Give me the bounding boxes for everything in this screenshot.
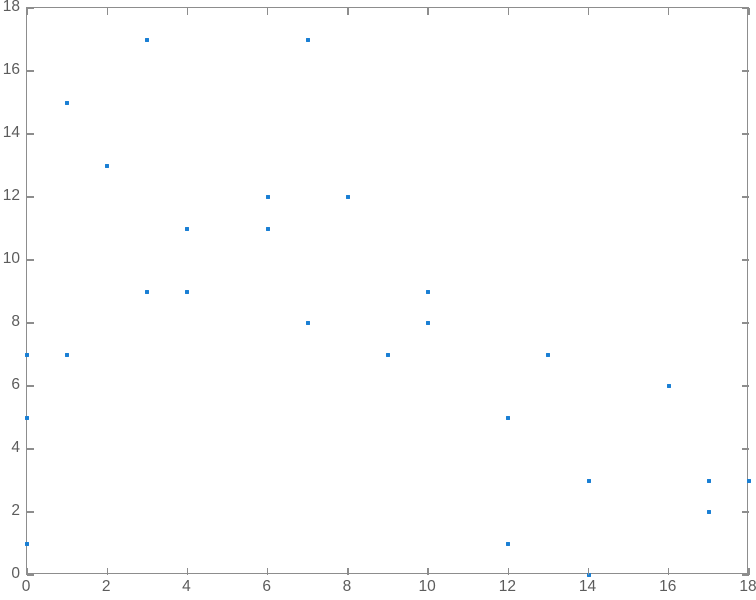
y-axis-tick bbox=[27, 196, 34, 198]
data-point bbox=[546, 352, 551, 357]
y-axis-tick-right bbox=[742, 574, 749, 576]
data-point bbox=[506, 415, 511, 420]
y-axis-tick bbox=[27, 133, 34, 135]
y-tick-label: 10 bbox=[2, 250, 20, 267]
data-point bbox=[345, 195, 350, 199]
data-point bbox=[666, 384, 671, 388]
x-axis-tick bbox=[266, 568, 269, 575]
data-point bbox=[185, 289, 190, 294]
data-point bbox=[185, 226, 190, 231]
y-axis-tick bbox=[27, 448, 34, 450]
data-point bbox=[25, 415, 29, 420]
x-axis-tick bbox=[668, 568, 670, 575]
y-tick-label: 6 bbox=[11, 376, 20, 393]
x-axis-tick bbox=[186, 568, 189, 575]
x-tick-label: 6 bbox=[262, 578, 271, 595]
y-tick-label: 2 bbox=[11, 502, 20, 519]
data-point bbox=[706, 478, 711, 483]
x-axis-tick bbox=[347, 568, 349, 575]
x-axis-tick bbox=[507, 568, 510, 575]
y-tick-label: 16 bbox=[2, 61, 20, 78]
x-tick-label: 16 bbox=[659, 578, 677, 595]
x-axis-tick-top bbox=[26, 8, 28, 15]
y-axis-tick bbox=[27, 574, 34, 576]
data-point bbox=[305, 37, 310, 42]
data-point bbox=[426, 321, 431, 325]
x-tick-label: 4 bbox=[182, 578, 191, 595]
y-axis-tick-right bbox=[742, 448, 749, 450]
data-point bbox=[105, 163, 110, 168]
data-point bbox=[506, 541, 511, 546]
x-axis-tick-top bbox=[347, 8, 349, 15]
y-axis-tick-right bbox=[742, 511, 749, 513]
y-axis-tick bbox=[27, 385, 34, 387]
x-axis-tick-top bbox=[186, 8, 189, 15]
data-point bbox=[65, 100, 70, 105]
x-axis-tick-top bbox=[266, 8, 269, 15]
plot-axes-box bbox=[25, 7, 751, 577]
x-tick-label: 0 bbox=[21, 578, 31, 595]
x-axis-tick-top bbox=[587, 8, 590, 15]
y-tick-label: 14 bbox=[2, 124, 20, 141]
data-point bbox=[706, 510, 711, 514]
data-point bbox=[305, 321, 310, 325]
y-axis-tick-right bbox=[742, 259, 749, 261]
y-axis-tick-right bbox=[742, 133, 749, 135]
x-axis-tick bbox=[26, 568, 28, 575]
y-axis-tick-right bbox=[742, 322, 749, 324]
data-points-layer bbox=[25, 8, 751, 577]
data-point bbox=[386, 352, 390, 357]
y-tick-label: 0 bbox=[11, 565, 20, 582]
data-point bbox=[145, 289, 150, 294]
x-tick-label: 10 bbox=[418, 578, 436, 595]
x-tick-label: 12 bbox=[498, 578, 516, 595]
x-axis-tick-top bbox=[427, 8, 429, 15]
data-point bbox=[586, 573, 591, 577]
y-axis-tick-right bbox=[742, 7, 749, 9]
x-tick-label: 2 bbox=[101, 578, 111, 595]
x-axis-tick-top bbox=[507, 8, 510, 15]
y-axis-tick-right bbox=[742, 70, 749, 72]
x-tick-label: 14 bbox=[578, 578, 597, 595]
y-axis-tick-right bbox=[742, 196, 749, 198]
data-point bbox=[586, 478, 591, 483]
x-axis-tick bbox=[587, 568, 590, 575]
data-point bbox=[747, 478, 751, 483]
x-axis-tick bbox=[748, 568, 750, 575]
data-point bbox=[265, 226, 270, 231]
x-axis-tick-top bbox=[106, 8, 108, 15]
y-axis-tick bbox=[27, 511, 34, 513]
data-point bbox=[145, 37, 150, 42]
x-tick-label: 18 bbox=[739, 578, 756, 595]
data-point bbox=[25, 352, 29, 357]
y-tick-label: 4 bbox=[11, 439, 20, 456]
x-axis-tick bbox=[106, 568, 108, 575]
y-tick-label: 18 bbox=[2, 0, 20, 15]
data-point bbox=[426, 289, 431, 294]
x-tick-label: 8 bbox=[342, 578, 352, 595]
y-axis-tick-right bbox=[742, 385, 749, 387]
x-axis-tick-top bbox=[748, 8, 750, 15]
y-tick-label: 8 bbox=[11, 313, 20, 330]
y-tick-label: 12 bbox=[2, 187, 20, 204]
data-point bbox=[65, 352, 70, 357]
data-point bbox=[265, 195, 270, 199]
x-axis-tick bbox=[427, 568, 429, 575]
y-axis-tick bbox=[27, 70, 34, 72]
y-axis-tick bbox=[27, 259, 34, 261]
data-point bbox=[25, 541, 29, 546]
y-axis-tick bbox=[27, 7, 34, 9]
x-axis-tick-top bbox=[668, 8, 670, 15]
y-axis-tick bbox=[27, 322, 34, 324]
